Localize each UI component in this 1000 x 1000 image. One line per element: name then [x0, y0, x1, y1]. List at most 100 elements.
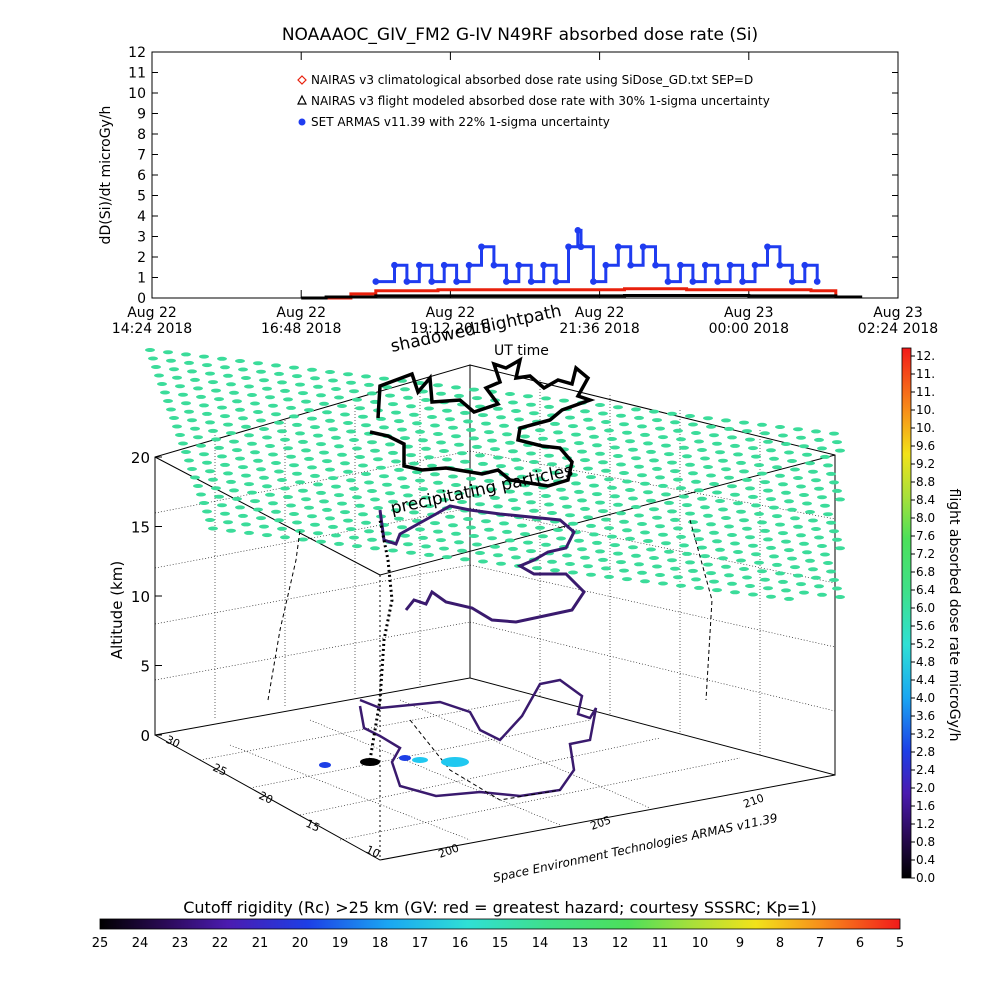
dose-cell — [289, 463, 299, 468]
rigidity-tick-label: 17 — [412, 936, 429, 951]
dose-cell — [265, 444, 275, 448]
latitude-tick-label: 10 — [364, 843, 382, 861]
dose-cell — [520, 434, 530, 439]
dose-cell — [649, 458, 659, 463]
dose-cell — [373, 506, 383, 510]
dose-cell — [433, 480, 443, 485]
dose-cell — [361, 374, 371, 379]
dose-cell — [181, 450, 191, 454]
colorbar-tick-label: 11. — [916, 385, 935, 399]
dose-cell — [232, 399, 242, 404]
dose-cell — [400, 436, 410, 441]
dose-cell — [316, 490, 326, 495]
dose-cell — [700, 554, 710, 559]
dose-cell — [481, 421, 491, 426]
dose-cell — [574, 538, 584, 543]
dose-cell — [610, 543, 620, 548]
rigidity-tick-label: 22 — [212, 936, 229, 951]
dose-cell — [157, 382, 167, 386]
dose-cell — [319, 450, 329, 455]
dose-cell — [685, 414, 695, 418]
dose-cell — [358, 512, 368, 517]
dose-cell — [463, 517, 473, 521]
legend-label: NAIRAS v3 flight modeled absorbed dose r… — [311, 94, 770, 108]
dose-cell — [487, 487, 497, 492]
dose-cell — [799, 590, 809, 595]
dose-cell — [580, 555, 590, 560]
y-tick-label: 9 — [137, 107, 146, 123]
dose-cell — [652, 564, 662, 569]
dose-cell — [298, 391, 308, 396]
dose-cell — [715, 450, 725, 455]
dose-cell — [703, 465, 713, 469]
dose-cell — [580, 506, 590, 511]
dose-cell — [685, 462, 695, 467]
dose-cell — [286, 503, 296, 508]
dose-cell — [613, 551, 623, 556]
dose-cell — [253, 361, 263, 366]
dose-cell — [175, 384, 185, 389]
dose-cell — [754, 560, 764, 565]
dose-cell — [574, 489, 584, 494]
flight-track-altitude — [378, 504, 586, 624]
dose-cell — [667, 460, 677, 465]
dose-cell — [262, 533, 272, 538]
colorbar-tick-label: 0.8 — [916, 835, 935, 849]
dose-cell — [388, 499, 398, 504]
dose-cell — [235, 359, 245, 363]
dose-cell — [808, 469, 818, 474]
dose-cell — [613, 405, 623, 410]
dose-cell — [487, 438, 497, 443]
data-point — [403, 278, 411, 285]
dose-cell — [529, 411, 539, 416]
dose-cell — [526, 402, 536, 407]
dose-cell — [493, 455, 503, 460]
dose-cell — [148, 356, 158, 361]
dose-cell — [514, 417, 524, 422]
dose-cell — [280, 486, 290, 491]
dose-cell — [541, 494, 551, 498]
dose-cell — [400, 533, 410, 538]
dose-cell — [406, 501, 416, 506]
dose-cell — [430, 521, 440, 526]
dose-cell — [586, 523, 596, 528]
dose-cell — [646, 449, 656, 454]
dose-cell — [595, 403, 605, 407]
legend: NAIRAS v3 climatological absorbed dose r… — [297, 73, 770, 129]
x-tick-label-time: 16:48 2018 — [261, 321, 341, 337]
dose-cell — [832, 440, 842, 445]
dose-cell — [211, 437, 221, 442]
dose-cell — [610, 494, 620, 499]
data-point — [552, 278, 560, 285]
data-point — [565, 243, 572, 251]
dose-cell — [724, 475, 734, 480]
dose-cell — [178, 392, 188, 397]
data-point — [503, 278, 510, 285]
dose-cell — [268, 452, 278, 457]
y-tick-label: 10 — [128, 86, 146, 102]
dose-cell — [730, 443, 740, 448]
dose-cell — [616, 560, 626, 565]
dose-cell — [421, 544, 431, 549]
dose-cell — [397, 525, 407, 530]
dose-cell — [226, 528, 236, 533]
dose-cell — [439, 449, 449, 453]
dose-cell — [673, 575, 683, 580]
dose-cell — [775, 522, 785, 527]
colorbar-label: flight absorbed dose rate microGy/h — [946, 489, 962, 742]
dose-cell — [181, 352, 191, 357]
dose-cell — [514, 466, 524, 471]
dose-cell — [409, 412, 419, 417]
dose-cell — [706, 473, 716, 478]
dose-cell — [592, 540, 602, 545]
dose-cell — [502, 529, 512, 534]
dose-cell — [292, 471, 302, 476]
dose-cell — [640, 432, 650, 437]
dose-cell — [472, 493, 482, 498]
dose-cell — [556, 536, 566, 541]
dose-cell — [289, 365, 299, 370]
dose-cell — [706, 424, 716, 429]
dose-cell — [346, 478, 356, 483]
dose-cell — [280, 535, 290, 540]
